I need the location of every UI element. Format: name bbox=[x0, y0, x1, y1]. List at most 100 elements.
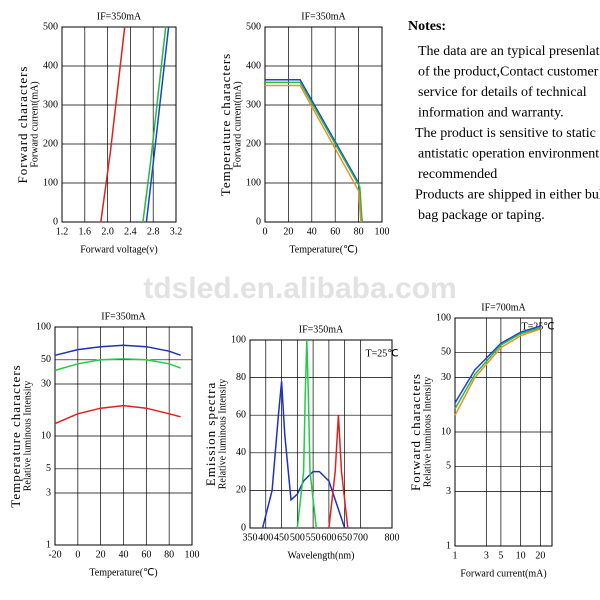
x-tick-label: 1 bbox=[453, 550, 458, 561]
note-line: antistatic operation environment is bbox=[418, 147, 600, 162]
y-tick-label: 5 bbox=[46, 463, 51, 474]
x-tick-label: 550 bbox=[306, 532, 321, 543]
x-tick-label: 650 bbox=[337, 532, 352, 543]
y-tick-label: 100 bbox=[436, 312, 451, 323]
y-tick-label: 0 bbox=[53, 216, 58, 227]
x-tick-label: 0 bbox=[75, 549, 80, 560]
y-tick-label: 200 bbox=[43, 138, 58, 149]
series-line bbox=[454, 328, 541, 416]
series-line bbox=[265, 81, 363, 223]
x-tick-label: 80 bbox=[354, 226, 364, 237]
y-axis-label: Relative luminous Intensity bbox=[217, 379, 228, 490]
x-axis-label: Temperature(℃) bbox=[289, 244, 357, 255]
x-tick-label: 600 bbox=[321, 532, 336, 543]
x-tick-label: 2.0 bbox=[101, 226, 114, 237]
series-line bbox=[296, 339, 318, 529]
y-tick-label: 100 bbox=[43, 177, 58, 188]
plot-frame bbox=[54, 326, 193, 546]
series-line bbox=[54, 358, 181, 372]
note-line: of the product,Contact customer bbox=[418, 65, 599, 80]
y-tick-label: 1 bbox=[446, 540, 451, 551]
series-line bbox=[454, 327, 541, 410]
y-tick-label: 20 bbox=[236, 485, 246, 496]
x-tick-label: 20 bbox=[96, 549, 106, 560]
x-tick-label: 100 bbox=[375, 226, 390, 237]
x-tick-label: 20 bbox=[535, 550, 545, 561]
x-tick-label: -20 bbox=[48, 549, 61, 560]
y-tick-label: 40 bbox=[236, 447, 246, 458]
x-tick-label: 80 bbox=[164, 549, 174, 560]
series-line bbox=[145, 26, 170, 223]
x-tick-label: 2.8 bbox=[147, 226, 160, 237]
x-tick-label: 5 bbox=[498, 550, 503, 561]
y-tick-label: 500 bbox=[43, 21, 58, 32]
note-line: recommended bbox=[418, 167, 497, 182]
series-line bbox=[142, 26, 167, 223]
x-tick-label: 100 bbox=[185, 549, 200, 560]
y-axis-title: Temperature characters bbox=[8, 364, 23, 507]
x-tick-label: 400 bbox=[258, 532, 273, 543]
x-tick-label: 500 bbox=[290, 532, 305, 543]
chart-title: IF=350mA bbox=[299, 324, 344, 335]
notes-title: Notes: bbox=[408, 19, 446, 34]
y-tick-label: 30 bbox=[441, 372, 451, 383]
y-tick-label: 1 bbox=[46, 539, 51, 550]
note-line: service for details of technical bbox=[418, 85, 587, 100]
note-line: The product is sensitive to static bbox=[415, 126, 596, 141]
y-axis-label: Relative luminous Intensity bbox=[422, 377, 433, 488]
y-axis-title: Temperature characters bbox=[218, 53, 233, 196]
plot-frame bbox=[61, 26, 177, 223]
y-tick-label: 60 bbox=[236, 409, 246, 420]
x-tick-label: 3 bbox=[484, 550, 489, 561]
x-tick-label: 700 bbox=[353, 532, 368, 543]
y-axis-label: Forward current(mA) bbox=[232, 81, 243, 167]
y-tick-label: 300 bbox=[246, 99, 261, 110]
y-tick-label: 300 bbox=[43, 99, 58, 110]
series-line bbox=[54, 404, 181, 425]
note-line: information and warranty. bbox=[418, 106, 564, 121]
y-tick-label: 400 bbox=[43, 60, 58, 71]
y-tick-label: 400 bbox=[246, 60, 261, 71]
y-axis-title: Emission spectra bbox=[203, 382, 218, 486]
plot-frame bbox=[454, 317, 553, 547]
y-tick-label: 0 bbox=[256, 216, 261, 227]
y-tick-label: 3 bbox=[46, 487, 51, 498]
y-axis-label: Relative luminous Intensity bbox=[22, 381, 33, 492]
x-tick-label: 450 bbox=[274, 532, 289, 543]
chart-title: IF=350mA bbox=[101, 311, 146, 322]
y-tick-label: 80 bbox=[236, 372, 246, 383]
y-tick-label: 30 bbox=[41, 378, 51, 389]
series-line bbox=[265, 84, 362, 223]
chart-title: IF=700mA bbox=[481, 302, 526, 313]
y-axis-title: Forward characters bbox=[15, 66, 30, 184]
y-tick-label: 3 bbox=[446, 486, 451, 497]
x-tick-label: 60 bbox=[330, 226, 340, 237]
y-tick-label: 500 bbox=[246, 21, 261, 32]
x-axis-label: Forward voltage(v) bbox=[80, 244, 157, 255]
x-tick-label: 1.2 bbox=[56, 226, 69, 237]
x-tick-label: 10 bbox=[516, 550, 526, 561]
x-tick-label: 800 bbox=[385, 532, 400, 543]
watermark: tdsled.en.alibaba.com bbox=[143, 272, 456, 305]
x-tick-label: 2.4 bbox=[124, 226, 137, 237]
y-tick-label: 100 bbox=[246, 177, 261, 188]
x-tick-label: 40 bbox=[119, 549, 129, 560]
series-line bbox=[454, 325, 541, 404]
x-axis-label: Temperature(℃) bbox=[89, 567, 157, 578]
annotation: T=25℃ bbox=[366, 348, 399, 359]
y-tick-label: 200 bbox=[246, 138, 261, 149]
plot-frame bbox=[249, 339, 393, 529]
note-line: Products are shipped in either bulk bbox=[415, 188, 600, 203]
note-line: bag package or taping. bbox=[418, 208, 545, 223]
chart-title: IF=350mA bbox=[97, 11, 142, 22]
y-tick-label: 50 bbox=[441, 347, 451, 358]
plot-frame bbox=[264, 26, 383, 223]
y-tick-label: 100 bbox=[231, 334, 246, 345]
y-tick-label: 5 bbox=[446, 461, 451, 472]
x-tick-label: 3.2 bbox=[170, 226, 183, 237]
x-tick-label: 60 bbox=[141, 549, 151, 560]
chart-title: IF=350mA bbox=[301, 11, 346, 22]
y-tick-label: 0 bbox=[241, 522, 246, 533]
series-line bbox=[100, 26, 126, 223]
series-line bbox=[54, 344, 181, 357]
